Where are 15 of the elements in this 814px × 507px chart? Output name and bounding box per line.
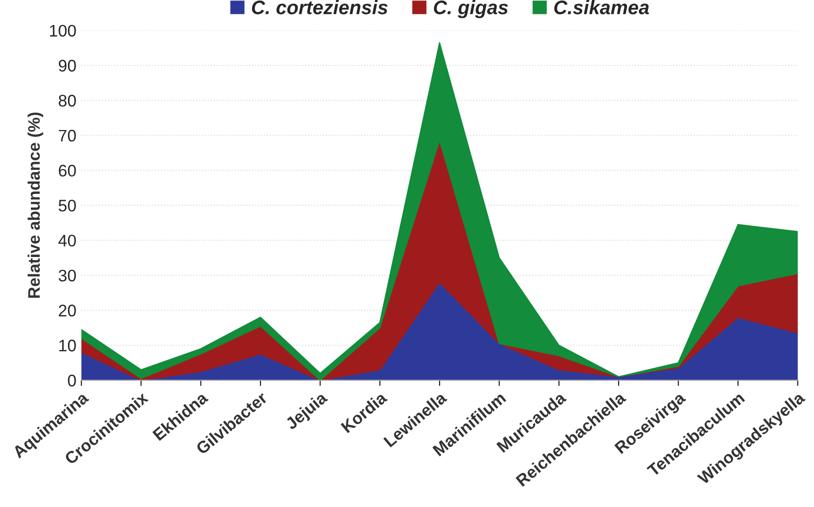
y-tick-label: 20 [58,304,76,316]
y-tick-label: 30 [58,270,76,282]
y-tick-label: 40 [58,234,76,247]
y-tick-label: 0 [68,374,76,386]
y-tick-label: 50 [58,200,76,212]
y-tick-label: 70 [58,130,76,142]
y-tick-label: 90 [58,60,76,72]
y-axis-title: Relative abundance (%) [28,112,44,298]
legend-label: C. corteziensis [252,0,388,14]
y-tick-label: 10 [59,340,76,352]
y-tick-label: 60 [58,164,76,177]
legend-label: C.sikamea [554,0,649,14]
legend-label: C. gigas [434,0,508,18]
y-tick-label: 80 [58,94,76,107]
y-tick-label: 100 [50,24,76,37]
